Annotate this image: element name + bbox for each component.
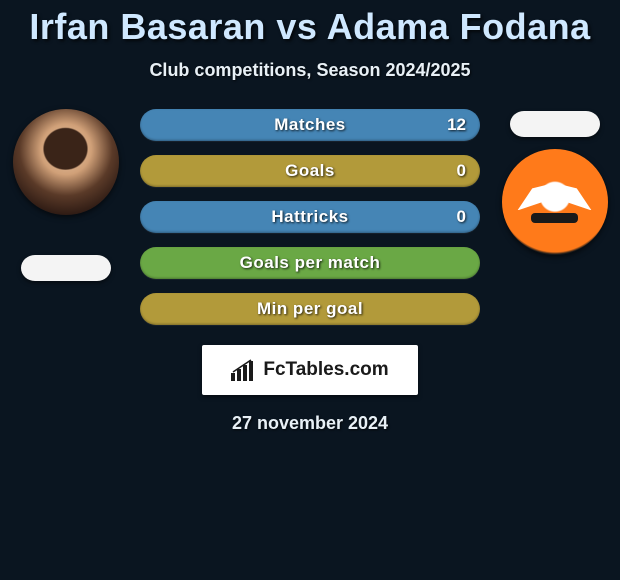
stat-bar: Goals per match [140,247,480,279]
brand-box: FcTables.com [202,345,418,395]
stat-bar-label: Matches [274,115,346,135]
footer-date: 27 november 2024 [0,413,620,434]
player-left-flag [21,255,111,281]
stat-bar-label: Goals [285,161,335,181]
stat-bar-label: Hattricks [271,207,348,227]
stat-bar: Matches 12 [140,109,480,141]
stat-bar-right-value: 12 [447,115,466,135]
player-right-flag [510,111,600,137]
player-left-column [8,109,123,281]
stat-bars: Matches 12 Goals 0 Hattricks 0 Goals per match… [140,109,480,325]
stat-bar: Goals 0 [140,155,480,187]
stat-bar: Min per goal [140,293,480,325]
stat-bar-label: Min per goal [257,299,363,319]
player-left-photo [13,109,119,215]
stat-bar-right-value: 0 [457,161,466,181]
player-right-crest [502,149,608,255]
stat-bar: Hattricks 0 [140,201,480,233]
content-area: Matches 12 Goals 0 Hattricks 0 Goals per match… [0,109,620,434]
page-title: Irfan Basaran vs Adama Fodana [0,6,620,48]
stat-bar-label: Goals per match [240,253,381,273]
page-subtitle: Club competitions, Season 2024/2025 [0,60,620,81]
player-right-column [497,109,612,255]
bar-chart-icon [231,359,257,381]
stat-bar-right-value: 0 [457,207,466,227]
brand-text: FcTables.com [263,359,388,381]
comparison-card: Irfan Basaran vs Adama Fodana Club compe… [0,0,620,580]
